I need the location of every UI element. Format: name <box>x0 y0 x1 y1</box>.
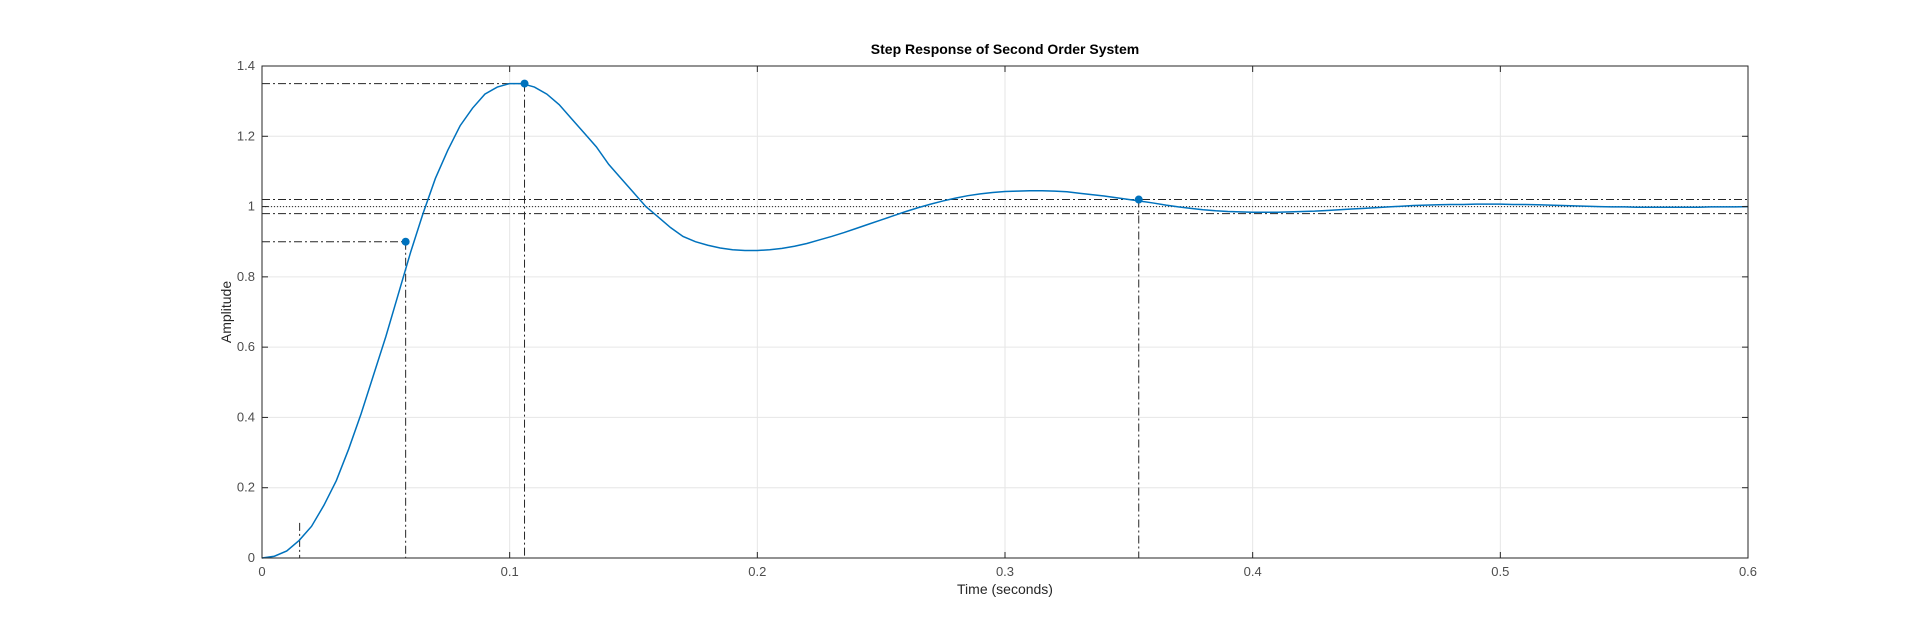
x-tick-label: 0.2 <box>748 564 766 579</box>
peak-marker <box>520 79 529 88</box>
x-axis-label: Time (seconds) <box>957 581 1053 597</box>
characteristic-markers <box>401 79 1143 246</box>
rise-time-marker <box>401 237 410 246</box>
axes-box <box>261 65 1749 559</box>
chart-title: Step Response of Second Order System <box>871 41 1139 57</box>
x-tick-label: 0 <box>258 564 265 579</box>
y-tick-label: 0.6 <box>237 339 255 354</box>
y-tick-label: 0 <box>248 550 255 565</box>
y-tick-label: 1 <box>248 199 255 214</box>
x-tick-label: 0.4 <box>1244 564 1262 579</box>
y-tick-label: 0.2 <box>237 480 255 495</box>
y-tick-label: 0.4 <box>237 409 255 424</box>
y-tick-label: 0.8 <box>237 269 255 284</box>
y-tick-label: 1.4 <box>237 58 255 73</box>
step-response-curve <box>261 82 1749 559</box>
x-tick-label: 0.3 <box>996 564 1014 579</box>
tick-labels: 0 0.1 0.2 0.3 0.4 0.5 0.6 0 0.2 0.4 0.6 0.8 1 1.2 1.4 <box>237 58 1757 579</box>
settling-time-marker <box>1134 195 1143 204</box>
y-axis-label: Amplitude <box>218 281 234 343</box>
x-tick-label: 0.6 <box>1739 564 1757 579</box>
x-tick-label: 0.5 <box>1491 564 1509 579</box>
y-tick-label: 1.2 <box>237 128 255 143</box>
characteristic-reference-lines <box>262 83 1748 558</box>
x-tick-label: 0.1 <box>501 564 519 579</box>
